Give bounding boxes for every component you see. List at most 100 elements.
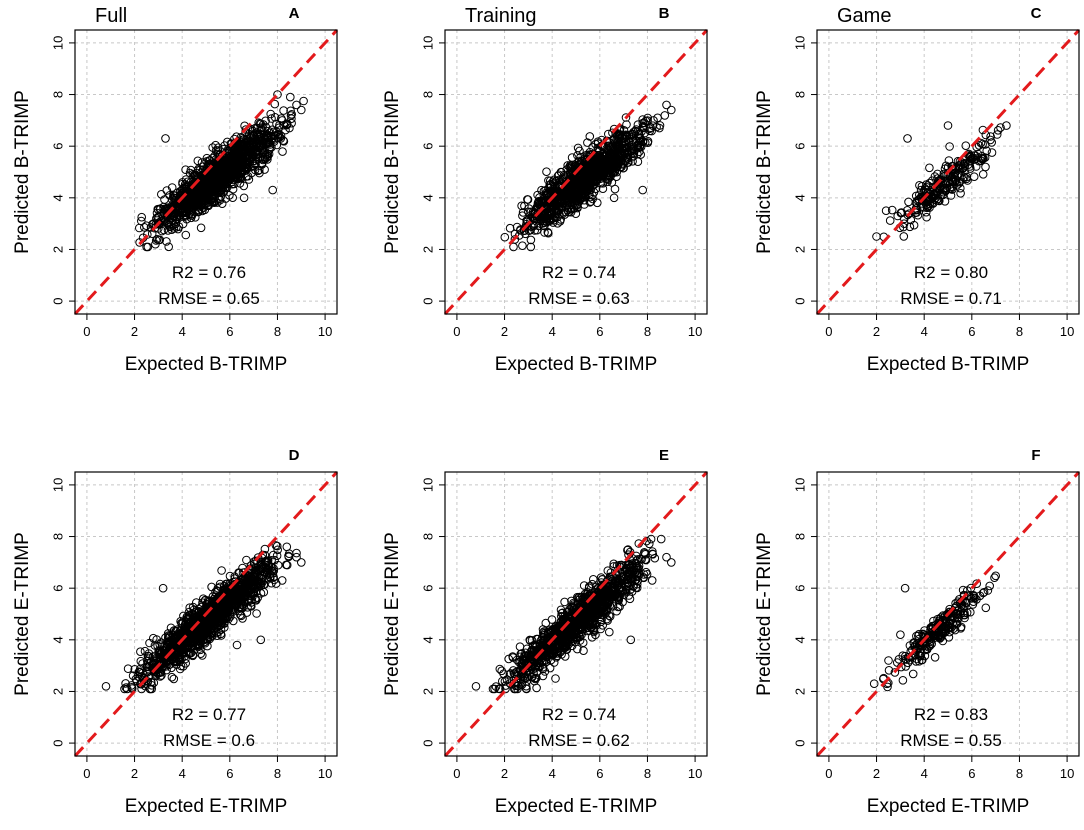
data-point [239, 193, 249, 203]
data-point [208, 173, 217, 183]
y-tick-label: 0 [792, 297, 807, 304]
x-tick-label: 0 [83, 766, 90, 781]
data-point [992, 130, 1002, 139]
y-tick-label: 2 [50, 688, 65, 695]
data-point [255, 119, 265, 128]
data-point [165, 191, 174, 200]
x-tick-label: 8 [274, 324, 281, 339]
x-tick-label: 8 [274, 766, 281, 781]
data-point [277, 576, 287, 585]
data-point [588, 194, 598, 204]
data-point [625, 134, 634, 143]
data-point [203, 173, 212, 183]
data-point [609, 152, 618, 161]
data-point [279, 137, 289, 146]
data-point [518, 241, 527, 250]
data-point [292, 100, 301, 110]
data-point [633, 157, 643, 166]
data-point [225, 170, 234, 180]
data-point [591, 175, 601, 185]
data-point [207, 161, 216, 171]
x-tick-label: 8 [644, 324, 651, 339]
data-point [533, 190, 542, 200]
x-tick-label: 6 [226, 324, 233, 339]
y-tick-label: 10 [50, 36, 65, 50]
data-point [978, 170, 988, 179]
data-point [524, 204, 534, 213]
data-point [594, 154, 603, 163]
data-point [552, 209, 562, 218]
data-point [647, 126, 656, 136]
data-point [610, 166, 619, 175]
data-point [573, 184, 583, 193]
data-point [182, 200, 192, 210]
data-point [270, 113, 280, 122]
data-point [217, 150, 227, 160]
data-point [1002, 121, 1011, 130]
data-point [183, 202, 193, 211]
data-point [640, 138, 650, 147]
x-tick-label: 10 [318, 766, 332, 781]
data-point [151, 239, 160, 249]
data-point [211, 140, 220, 150]
data-point [620, 134, 629, 143]
data-point [161, 134, 170, 143]
data-point [159, 215, 169, 225]
data-point [197, 204, 206, 214]
data-point [535, 193, 544, 202]
data-point [662, 100, 671, 110]
y-axis-label: Predicted B-TRIMP [12, 90, 33, 254]
data-point [974, 141, 984, 150]
data-point [570, 162, 580, 171]
data-point [287, 118, 296, 128]
data-point [518, 208, 528, 217]
data-point [252, 123, 262, 133]
data-point [904, 197, 913, 207]
data-point [649, 116, 658, 125]
plot-frame [444, 29, 708, 315]
data-point [505, 223, 515, 233]
data-point [548, 218, 558, 227]
rmse-annotation: RMSE = 0.71 [900, 289, 1002, 308]
data-point [202, 187, 212, 196]
data-point [539, 186, 549, 196]
data-point [614, 129, 624, 139]
x-tick-label: 0 [83, 324, 90, 339]
data-point [915, 181, 924, 190]
data-point [251, 160, 260, 169]
y-tick-label: 8 [50, 91, 65, 98]
data-point [167, 672, 177, 682]
data-point [163, 226, 173, 235]
data-point [233, 158, 243, 167]
data-point [903, 134, 912, 143]
data-point [945, 184, 955, 193]
y-tick-label: 10 [420, 36, 435, 50]
data-point [621, 113, 631, 122]
data-point [287, 114, 296, 123]
data-point [573, 190, 583, 199]
data-point [225, 191, 234, 200]
data-point [556, 215, 566, 224]
data-point [240, 138, 250, 148]
x-tick-label: 4 [179, 766, 186, 781]
x-tick-label: 6 [226, 766, 233, 781]
data-point [285, 123, 294, 133]
panel-letter: A [289, 5, 300, 22]
data-point [615, 143, 624, 152]
data-point [279, 106, 288, 115]
r2-annotation: R2 = 0.76 [172, 263, 246, 282]
data-point [213, 146, 222, 155]
data-point [581, 186, 591, 196]
x-tick-label: 8 [1016, 324, 1023, 339]
data-point [614, 134, 624, 143]
data-point [632, 125, 641, 134]
data-point [993, 126, 1003, 135]
y-tick-label: 6 [50, 585, 65, 592]
data-point [556, 197, 566, 206]
data-point [217, 199, 227, 208]
data-point [260, 134, 270, 144]
data-point [186, 190, 196, 199]
data-point [623, 153, 633, 162]
